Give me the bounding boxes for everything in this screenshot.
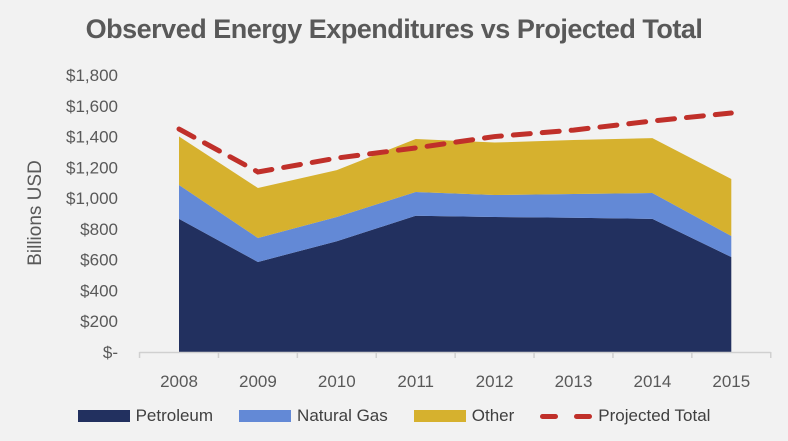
y-tick-label: $200 (80, 312, 118, 331)
legend-swatch (540, 411, 593, 421)
area-other (179, 136, 732, 238)
chart-title: Observed Energy Expenditures vs Projecte… (85, 14, 703, 44)
x-tick-label: 2012 (476, 372, 514, 391)
line-projected-total (176, 110, 734, 175)
line-layers (176, 110, 734, 175)
area-petroleum (179, 215, 732, 352)
x-tick-label: 2014 (633, 372, 671, 391)
legend-label: Projected Total (598, 406, 711, 425)
legend-swatch (239, 410, 292, 422)
legend-item-other: Other (413, 406, 515, 426)
y-tick-label: $800 (80, 220, 118, 239)
legend-label: Petroleum (135, 406, 214, 425)
legend-label: Natural Gas (297, 406, 388, 425)
x-tick-label: 2011 (397, 372, 434, 391)
x-tick-label: 2009 (239, 372, 277, 391)
legend-item-natural-gas: Natural Gas (239, 406, 388, 426)
legend: Petroleum Natural Gas Other Projected Total (0, 406, 788, 426)
y-tick-label: $1,400 (66, 128, 118, 147)
y-tick-label: $1,000 (66, 189, 118, 208)
legend-label: Other (471, 406, 515, 425)
y-tick-label: $400 (80, 281, 118, 300)
legend-item-projected-total: Projected Total (540, 406, 710, 426)
x-axis-ticks: 2008 2009 2010 2011 2012 2013 2014 2015 (160, 372, 750, 391)
legend-swatch (413, 410, 466, 422)
x-tick-label: 2015 (712, 372, 750, 391)
y-axis-ticks: $- $200 $400 $600 $800 $1,000 $1,200 $1,400 $1,6… (66, 66, 118, 362)
y-tick-label: $600 (80, 251, 118, 270)
y-tick-label: $1,200 (66, 158, 118, 177)
x-tick-label: 2010 (318, 372, 356, 391)
x-tick-label: 2008 (160, 372, 198, 391)
x-axis (138, 351, 772, 358)
area-natural-gas (179, 185, 732, 262)
y-tick-label: $1,600 (66, 97, 118, 116)
y-tick-label: $- (103, 343, 118, 362)
area-layers (179, 136, 732, 352)
x-tick-label: 2013 (555, 372, 593, 391)
legend-swatch (77, 410, 130, 422)
y-tick-label: $1,800 (66, 66, 118, 85)
legend-item-petroleum: Petroleum (77, 406, 214, 426)
